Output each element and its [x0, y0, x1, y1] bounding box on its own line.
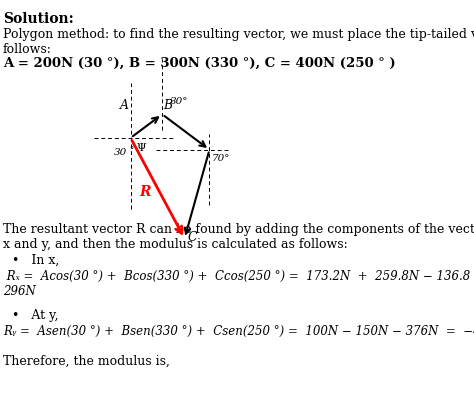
- Text: •   In x,: • In x,: [12, 254, 59, 267]
- Text: A: A: [120, 99, 129, 112]
- Text: 30: 30: [114, 148, 128, 157]
- Text: •   At y,: • At y,: [12, 309, 59, 322]
- Text: Therefore, the modulus is,: Therefore, the modulus is,: [3, 355, 170, 368]
- Text: The resultant vector R can be found by adding the components of the vector in bo: The resultant vector R can be found by a…: [3, 223, 474, 251]
- Text: C: C: [188, 231, 197, 244]
- Text: Rₓ =  Acos(30 °) +  Bcos(330 °) +  Ccos(250 °) =  173.2N  +  259.8N − 136.8  =
2: Rₓ = Acos(30 °) + Bcos(330 °) + Ccos(250…: [3, 270, 474, 298]
- Text: B: B: [163, 99, 172, 112]
- Text: Ψ: Ψ: [136, 143, 146, 152]
- Text: °: °: [129, 146, 133, 155]
- Text: R: R: [140, 185, 151, 199]
- Text: Rᵧ =  Asen(30 °) +  Bsen(330 °) +  Csen(250 °) =  100N − 150N − 376N  =  −426N: Rᵧ = Asen(30 °) + Bsen(330 °) + Csen(250…: [3, 325, 474, 338]
- Text: 30°: 30°: [170, 97, 188, 106]
- Text: Polygon method: to find the resulting vector, we must place the tip-tailed vecto: Polygon method: to find the resulting ve…: [3, 28, 474, 56]
- Text: 70°: 70°: [212, 154, 230, 164]
- Text: A = 200N (30 °), B = 300N (330 °), C = 400N (250 ° ): A = 200N (30 °), B = 300N (330 °), C = 4…: [3, 57, 396, 70]
- Text: Solution:: Solution:: [3, 12, 74, 26]
